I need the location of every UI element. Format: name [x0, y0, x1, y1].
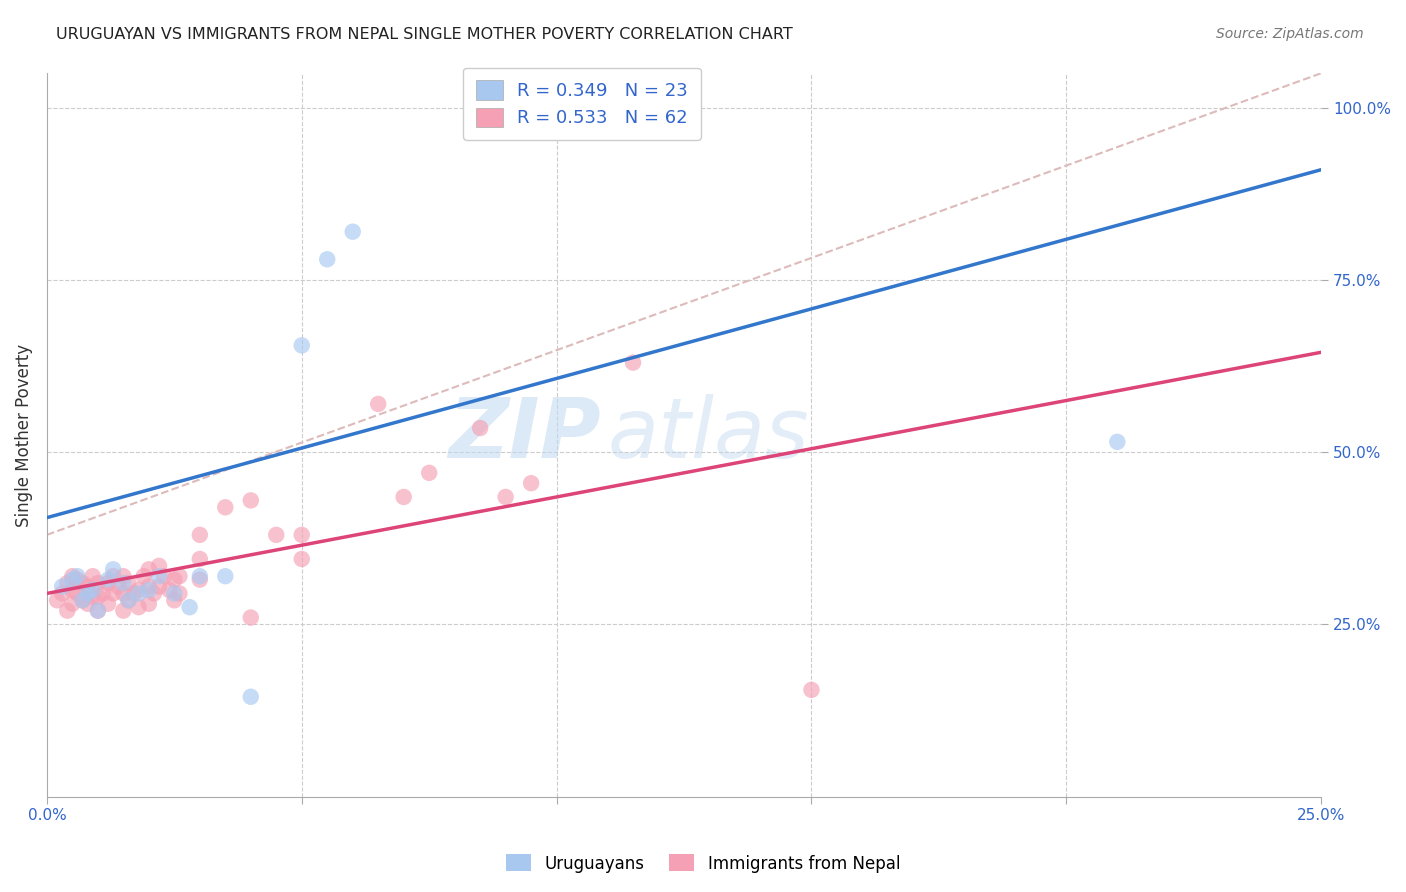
Point	[188, 528, 211, 542]
Point	[101, 562, 124, 576]
Point	[101, 569, 124, 583]
Point	[87, 604, 110, 618]
Point	[291, 338, 314, 352]
Point	[179, 600, 201, 615]
Point	[142, 586, 165, 600]
Point	[72, 593, 94, 607]
Point	[112, 576, 135, 591]
Point	[76, 580, 98, 594]
Point	[112, 569, 135, 583]
Point	[418, 466, 440, 480]
Point	[97, 597, 120, 611]
Point	[163, 593, 186, 607]
Legend: R = 0.349   N = 23, R = 0.533   N = 62: R = 0.349 N = 23, R = 0.533 N = 62	[464, 68, 700, 140]
Legend: Uruguayans, Immigrants from Nepal: Uruguayans, Immigrants from Nepal	[499, 847, 907, 880]
Text: ZIP: ZIP	[449, 394, 602, 475]
Point	[188, 569, 211, 583]
Point	[112, 586, 135, 600]
Point	[163, 586, 186, 600]
Point	[72, 576, 94, 591]
Point	[392, 490, 415, 504]
Point	[87, 590, 110, 604]
Point	[132, 569, 155, 583]
Point	[291, 552, 314, 566]
Point	[97, 573, 120, 587]
Point	[470, 421, 492, 435]
Point	[157, 582, 180, 597]
Point	[101, 586, 124, 600]
Point	[188, 573, 211, 587]
Point	[163, 573, 186, 587]
Point	[520, 476, 543, 491]
Point	[169, 569, 191, 583]
Point	[117, 593, 139, 607]
Point	[107, 580, 129, 594]
Point	[112, 604, 135, 618]
Point	[188, 552, 211, 566]
Point	[60, 582, 83, 597]
Point	[138, 597, 160, 611]
Point	[153, 569, 176, 583]
Point	[82, 582, 104, 597]
Point	[72, 593, 94, 607]
Point	[264, 528, 287, 542]
Point	[66, 586, 89, 600]
Point	[214, 500, 236, 515]
Point	[117, 593, 139, 607]
Point	[495, 490, 517, 504]
Point	[128, 586, 150, 600]
Point	[316, 252, 339, 267]
Point	[128, 600, 150, 615]
Point	[82, 569, 104, 583]
Point	[60, 597, 83, 611]
Point	[76, 586, 98, 600]
Point	[87, 604, 110, 618]
Point	[148, 569, 170, 583]
Point	[87, 576, 110, 591]
Point	[148, 558, 170, 573]
Point	[46, 593, 69, 607]
Point	[621, 356, 644, 370]
Point	[291, 528, 314, 542]
Point	[51, 586, 73, 600]
Point	[239, 610, 262, 624]
Point	[66, 569, 89, 583]
Point	[138, 562, 160, 576]
Point	[122, 586, 145, 600]
Point	[1107, 434, 1129, 449]
Point	[117, 576, 139, 591]
Point	[51, 580, 73, 594]
Point	[169, 586, 191, 600]
Point	[138, 582, 160, 597]
Text: Source: ZipAtlas.com: Source: ZipAtlas.com	[1216, 27, 1364, 41]
Point	[800, 682, 823, 697]
Point	[239, 493, 262, 508]
Point	[60, 569, 83, 583]
Point	[367, 397, 389, 411]
Point	[97, 576, 120, 591]
Point	[66, 573, 89, 587]
Point	[128, 582, 150, 597]
Text: URUGUAYAN VS IMMIGRANTS FROM NEPAL SINGLE MOTHER POVERTY CORRELATION CHART: URUGUAYAN VS IMMIGRANTS FROM NEPAL SINGL…	[56, 27, 793, 42]
Point	[60, 573, 83, 587]
Point	[56, 576, 79, 591]
Point	[76, 597, 98, 611]
Point	[56, 604, 79, 618]
Point	[342, 225, 364, 239]
Point	[148, 580, 170, 594]
Point	[239, 690, 262, 704]
Point	[138, 580, 160, 594]
Text: atlas: atlas	[607, 394, 810, 475]
Point	[214, 569, 236, 583]
Point	[91, 586, 114, 600]
Y-axis label: Single Mother Poverty: Single Mother Poverty	[15, 343, 32, 526]
Point	[82, 590, 104, 604]
